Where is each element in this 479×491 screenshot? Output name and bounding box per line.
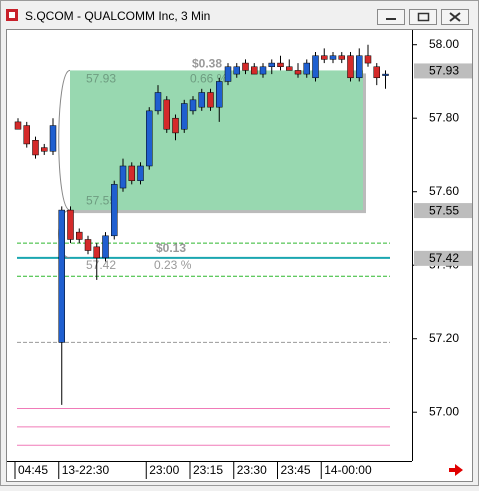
price-tag: [414, 63, 472, 79]
minimize-button[interactable]: [377, 9, 405, 25]
measure-bottom: 57.55: [86, 193, 116, 207]
candle-body: [14, 121, 22, 130]
candle-body: [111, 184, 118, 237]
price-tag: [414, 250, 472, 266]
candle-body: [338, 55, 345, 60]
candle-body: [172, 117, 179, 134]
x-tick-label: 23:15: [193, 463, 223, 477]
candle-body: [32, 140, 39, 156]
candle-body: [364, 55, 372, 64]
price-tag-label: 57.55: [429, 203, 459, 217]
window-title: S.QCOM - QUALCOMM Inc, 3 Min: [25, 9, 210, 23]
candle-body: [233, 66, 240, 75]
candle-body: [102, 235, 109, 259]
candle-body: [382, 73, 389, 76]
candle-body: [303, 62, 310, 75]
candle-body: [189, 99, 197, 112]
measure-percent: 0.23 %: [154, 258, 192, 272]
candle-body: [198, 92, 205, 108]
candle-body: [41, 147, 48, 152]
x-tick-label: 14-00:00: [324, 463, 372, 477]
candle-body: [207, 92, 214, 108]
candle-body: [356, 55, 363, 79]
candle-body: [49, 125, 57, 152]
app-icon-inner: [9, 12, 15, 18]
candle-body: [216, 81, 223, 108]
candle-body: [312, 55, 319, 79]
x-tick-label: 23:30: [237, 463, 267, 477]
candle-body: [23, 125, 30, 145]
candle-body: [329, 55, 337, 60]
price-tag: [414, 203, 472, 219]
candle-body: [277, 62, 284, 68]
candle-body: [84, 239, 92, 251]
maximize-icon: [417, 12, 430, 22]
candle-body: [286, 66, 293, 71]
candle-body: [137, 165, 144, 181]
candle-body: [146, 110, 153, 167]
candle-body: [321, 55, 328, 60]
price-tag-label: 57.93: [429, 64, 459, 78]
candle-body: [251, 66, 258, 75]
candle-body: [67, 209, 74, 240]
candle-body: [154, 92, 162, 112]
y-tick-label: 57.00: [429, 404, 459, 418]
y-tick-label: 57.60: [429, 184, 459, 198]
x-tick-label: 04:45: [18, 463, 48, 477]
measure-bottom: 57.42: [86, 258, 116, 272]
close-icon: [449, 12, 461, 22]
measure-change: $0.38: [192, 57, 222, 71]
candle-body: [76, 231, 83, 240]
candle-body: [294, 70, 302, 75]
x-tick-label: 13-22:30: [62, 463, 110, 477]
candle-body: [259, 66, 267, 75]
measure-top: 57.93: [86, 72, 116, 86]
candle-body: [347, 55, 354, 79]
candle-body: [128, 165, 135, 181]
candle-body: [268, 62, 275, 68]
candle-body: [373, 66, 380, 79]
x-tick-label: 23:45: [281, 463, 311, 477]
y-tick-label: 57.80: [429, 110, 459, 124]
maximize-button[interactable]: [409, 9, 437, 25]
price-tag-label: 57.42: [429, 251, 459, 265]
y-tick-label: 58.00: [429, 37, 459, 51]
candle-body: [224, 66, 232, 82]
candle-body: [242, 62, 249, 71]
candle-body: [163, 99, 170, 130]
x-tick-label: 23:00: [149, 463, 179, 477]
y-tick-label: 57.20: [429, 331, 459, 345]
candle-body: [181, 103, 188, 130]
candle-body: [58, 209, 65, 343]
candle-body: [93, 246, 100, 259]
candle-body: [119, 165, 127, 189]
scroll-arrow[interactable]: [449, 464, 463, 476]
measure-change: $0.13: [156, 241, 186, 255]
